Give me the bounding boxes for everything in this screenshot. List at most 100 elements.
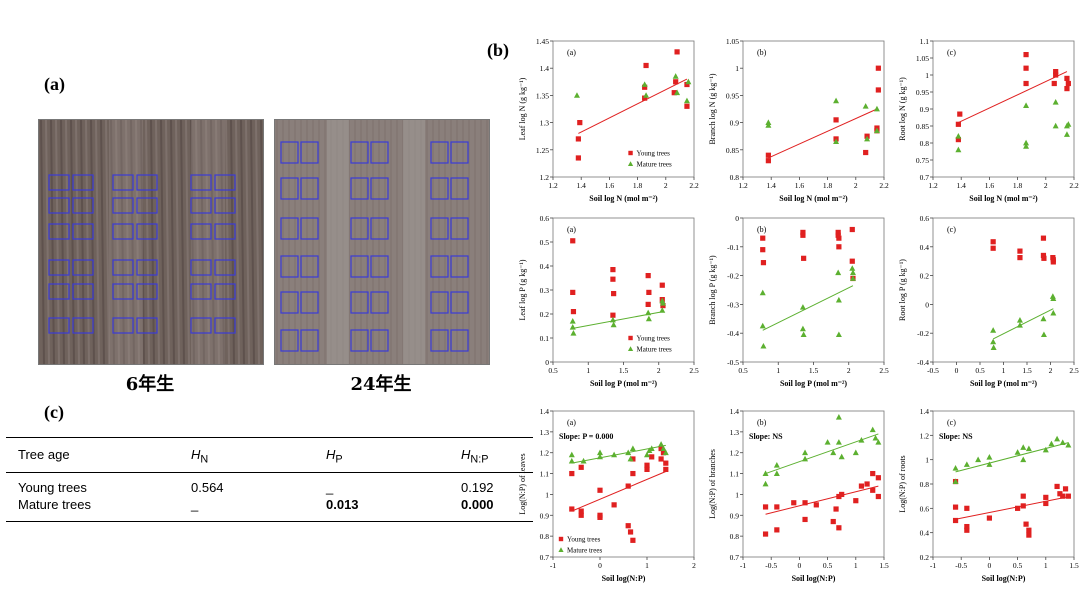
data-point-mature — [1065, 441, 1072, 448]
plot-box — [280, 217, 299, 240]
data-point-young — [1051, 80, 1057, 87]
data-point-mature — [658, 441, 665, 447]
data-point-young — [1053, 69, 1059, 75]
x-axis-label: Soil log N (mol m⁻²) — [589, 194, 658, 203]
y-tick-label: 0 — [925, 300, 929, 309]
plot-box — [48, 174, 70, 191]
crop-row — [95, 120, 100, 364]
data-point-young — [645, 273, 651, 279]
data-point-mature — [773, 470, 780, 476]
y-tick-label: 0.95 — [916, 88, 929, 97]
x-axis-label: Soil log N (mol m⁻²) — [969, 194, 1038, 203]
data-point-mature — [660, 445, 667, 451]
x-tick-label: 2.5 — [879, 366, 889, 375]
y-tick-label: 0.6 — [920, 504, 930, 513]
x-tick-label: 1.8 — [1013, 181, 1023, 190]
data-point-young — [630, 470, 636, 477]
data-point-young — [611, 502, 617, 508]
data-point-mature — [1025, 445, 1032, 452]
plot-box — [190, 197, 212, 214]
y-axis-label: Leaf log P (g kg⁻¹) — [518, 259, 527, 320]
data-point-mature — [1040, 331, 1047, 338]
data-point-mature — [975, 456, 982, 463]
y-tick-label: 1 — [925, 71, 929, 80]
x-tick-label: -1 — [930, 561, 936, 570]
legend-label-mature: Mature trees — [637, 346, 672, 354]
legend-marker-mature — [627, 346, 634, 351]
y-axis-label: Leaf log N (g kg⁻¹) — [518, 77, 527, 140]
plot-box — [48, 223, 70, 240]
x-tick-label: 1 — [854, 561, 858, 570]
x-tick-label: -1 — [550, 561, 556, 570]
data-point-young — [849, 258, 855, 264]
x-axis-label: Soil log N (mol m⁻²) — [779, 194, 848, 203]
data-point-young — [1026, 527, 1032, 533]
data-point-young — [800, 229, 806, 235]
data-point-young — [1017, 248, 1023, 254]
row-mature-hp: 0.013 — [326, 497, 359, 512]
data-point-young — [578, 508, 584, 514]
data-point-young — [1043, 494, 1049, 500]
data-point-young — [875, 475, 881, 481]
data-point-mature — [799, 304, 806, 310]
data-point-young — [964, 505, 970, 511]
plot-box — [72, 223, 94, 240]
plot-box — [450, 255, 469, 278]
crop-row — [220, 120, 225, 364]
legend-marker-mature — [627, 161, 634, 166]
data-point-mature — [627, 455, 634, 462]
y-tick-label: 0.1 — [540, 334, 550, 343]
data-point-young — [1060, 493, 1066, 499]
data-point-mature — [645, 309, 652, 316]
plot-box — [300, 141, 319, 164]
data-point-mature — [802, 449, 809, 456]
data-point-mature — [1054, 435, 1061, 442]
data-point-mature — [759, 322, 766, 329]
data-point-young — [578, 464, 584, 470]
plot-box — [370, 217, 389, 240]
panel-label-b: (b) — [487, 40, 509, 60]
plot-box — [136, 283, 158, 300]
plot-box — [190, 174, 212, 191]
y-tick-label: 1 — [545, 490, 549, 499]
y-tick-label: 1 — [735, 490, 739, 499]
x-tick-label: 1.4 — [577, 181, 587, 190]
plot-box — [300, 217, 319, 240]
y-tick-label: 1.25 — [536, 146, 549, 155]
plot-box — [450, 141, 469, 164]
slope-annotation: Slope: NS — [749, 432, 783, 441]
trend-line-young — [765, 485, 879, 515]
x-tick-label: 2 — [692, 561, 696, 570]
chart-panel-label: (b) — [757, 48, 767, 57]
y-tick-label: 1.1 — [730, 470, 740, 479]
x-tick-label: 1 — [776, 366, 780, 375]
data-point-mature — [830, 449, 837, 456]
data-point-young — [663, 460, 669, 466]
photo-caption-6-year: 6年生 — [125, 374, 175, 395]
data-point-young — [1023, 521, 1029, 527]
x-tick-label: 0.5 — [823, 561, 833, 570]
plot-box — [190, 317, 212, 334]
data-point-mature — [838, 453, 845, 460]
chart-panel-label: (c) — [947, 418, 956, 427]
data-point-young — [802, 516, 808, 523]
crop-row — [235, 120, 240, 364]
y-tick-label: 1.3 — [540, 119, 550, 128]
x-tick-label: 2.5 — [689, 366, 699, 375]
x-tick-label: 2.2 — [879, 181, 889, 190]
legend-label-young: Young trees — [567, 536, 601, 544]
x-tick-label: 0 — [955, 366, 959, 375]
data-point-mature — [835, 269, 842, 276]
data-point-young — [813, 502, 819, 508]
y-tick-label: 1 — [735, 64, 739, 73]
data-point-young — [955, 137, 961, 143]
data-point-young — [578, 512, 584, 518]
x-axis-label: Soil log P (mol m⁻²) — [970, 379, 1037, 388]
data-point-mature — [672, 73, 679, 79]
y-tick-label: 0.7 — [730, 553, 740, 562]
field-strip — [327, 120, 349, 364]
data-point-mature — [568, 451, 575, 458]
data-point-young — [952, 504, 959, 510]
data-point-mature — [1065, 121, 1072, 127]
data-point-mature — [1014, 449, 1021, 455]
